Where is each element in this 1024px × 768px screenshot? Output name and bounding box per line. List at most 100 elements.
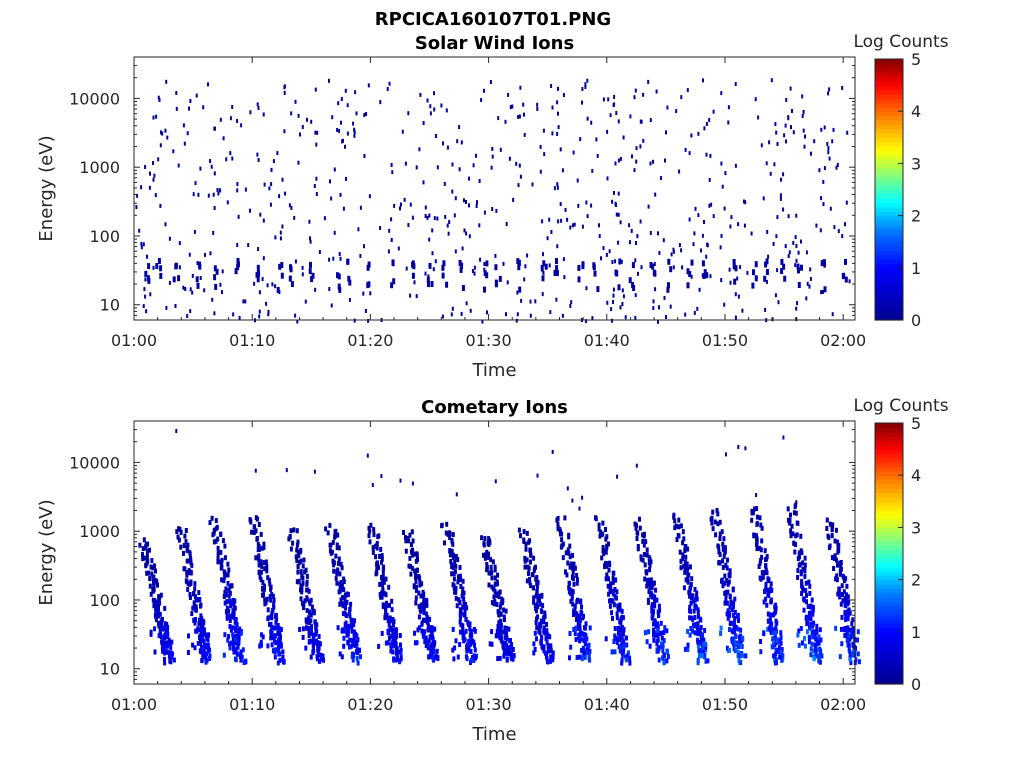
heatmap-cell	[620, 627, 624, 633]
heatmap-cell	[517, 183, 520, 188]
heatmap-cell	[221, 290, 223, 295]
heatmap-cell	[311, 642, 315, 648]
heatmap-cell	[269, 202, 272, 207]
heatmap-cell	[491, 559, 495, 565]
heatmap-cell	[318, 641, 322, 647]
heatmap-cell	[535, 575, 539, 580]
heatmap-cell	[433, 216, 436, 221]
heatmap-cell	[168, 280, 171, 285]
heatmap-cell	[340, 565, 344, 571]
heatmap-cell	[536, 473, 539, 478]
heatmap-cell	[315, 622, 319, 628]
heatmap-cell	[723, 206, 726, 211]
heatmap-cell	[831, 312, 834, 317]
heatmap-cell	[195, 276, 199, 283]
heatmap-cell	[208, 653, 212, 659]
heatmap-cell	[346, 258, 350, 265]
heatmap-cell	[160, 621, 164, 627]
heatmap-cell	[850, 652, 854, 658]
heatmap-cell	[649, 262, 653, 268]
heatmap-cell	[165, 305, 168, 310]
heatmap-cell	[456, 557, 460, 563]
heatmap-cell	[204, 252, 206, 257]
heatmap-cell	[324, 526, 328, 532]
heatmap-cell	[165, 79, 168, 84]
heatmap-cell	[172, 276, 176, 283]
heatmap-cell	[736, 626, 740, 632]
heatmap-cell	[371, 483, 374, 487]
heatmap-cell	[615, 270, 619, 277]
heatmap-cell	[585, 643, 589, 649]
heatmap-cell	[196, 282, 200, 289]
heatmap-cell	[305, 625, 308, 631]
heatmap-cell	[262, 586, 266, 592]
heatmap-cell	[639, 144, 642, 149]
heatmap-cell	[605, 575, 609, 581]
heatmap-cell	[736, 612, 740, 618]
heatmap-cell	[792, 130, 795, 135]
heatmap-cell	[605, 545, 609, 550]
heatmap-cell	[794, 502, 798, 508]
heatmap-cell	[571, 498, 574, 503]
heatmap-cell	[425, 617, 428, 623]
heatmap-cell	[229, 614, 233, 620]
heatmap-cell	[225, 157, 228, 162]
heatmap-cell	[693, 597, 697, 603]
heatmap-cell	[315, 192, 318, 196]
heatmap-cell	[809, 616, 813, 622]
heatmap-cell	[539, 169, 542, 174]
heatmap-cell	[460, 140, 463, 145]
heatmap-cell	[329, 542, 333, 548]
heatmap-cell	[415, 584, 418, 590]
colorbar-frame	[874, 58, 904, 321]
heatmap-cell	[452, 571, 456, 577]
heatmap-cell	[348, 611, 352, 616]
heatmap-cell	[619, 633, 623, 639]
colorbar-segment	[875, 267, 903, 273]
heatmap-cell	[451, 626, 455, 632]
heatmap-cell	[611, 579, 615, 585]
heatmap-cell	[417, 603, 421, 609]
heatmap-cell	[612, 639, 616, 644]
heatmap-cell	[469, 649, 473, 654]
heatmap-cell	[492, 594, 496, 600]
heatmap-cell	[611, 260, 614, 264]
heatmap-cell	[267, 309, 270, 314]
heatmap-cell	[711, 509, 715, 515]
heatmap-cell	[213, 171, 216, 176]
heatmap-cell	[289, 266, 293, 273]
heatmap-cell	[741, 308, 744, 313]
heatmap-cell	[617, 119, 620, 124]
heatmap-cell	[494, 479, 497, 484]
heatmap-cell	[726, 557, 729, 563]
heatmap-cell	[591, 316, 594, 321]
heatmap-cell	[307, 633, 311, 639]
heatmap-cell	[652, 627, 656, 633]
heatmap-cell	[568, 543, 572, 549]
heatmap-cell	[669, 304, 672, 309]
heatmap-cell	[638, 516, 641, 522]
heatmap-cell	[497, 621, 501, 626]
heatmap-cell	[283, 90, 286, 95]
heatmap-cell	[269, 613, 273, 619]
heatmap-cell	[690, 615, 694, 621]
heatmap-cell	[692, 622, 695, 628]
heatmap-cell	[768, 617, 772, 623]
y-tick-label: 10	[100, 296, 120, 315]
heatmap-cell	[235, 651, 239, 657]
heatmap-cell	[206, 637, 210, 642]
heatmap-cell	[178, 241, 181, 246]
heatmap-cell	[393, 203, 396, 208]
heatmap-cell	[786, 506, 790, 512]
heatmap-cell	[598, 234, 601, 239]
heatmap-cell	[336, 272, 339, 279]
heatmap-cell	[254, 555, 258, 561]
heatmap-cell	[535, 584, 539, 590]
heatmap-cell	[543, 613, 547, 619]
heatmap-cell	[461, 578, 465, 584]
heatmap-cell	[560, 537, 564, 543]
heatmap-cell	[802, 109, 805, 114]
heatmap-cell	[758, 545, 761, 551]
heatmap-cell	[795, 213, 798, 218]
heatmap-cell	[502, 653, 506, 659]
